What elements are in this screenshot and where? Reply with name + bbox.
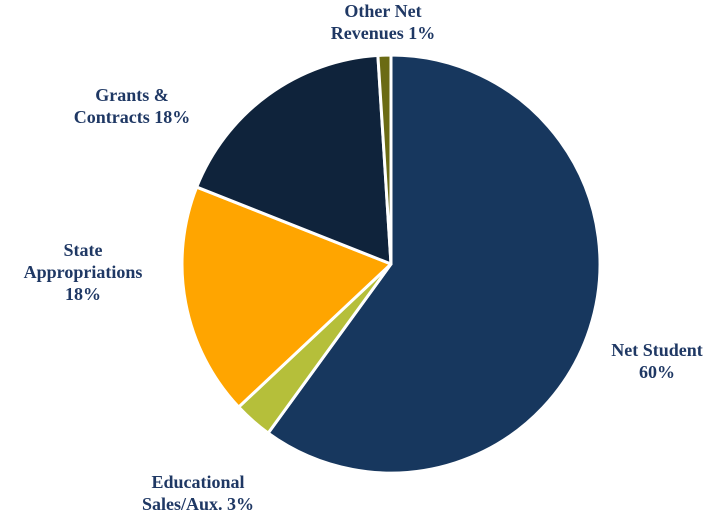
pie-slice-other-net-revenues: [376, 53, 393, 266]
label-educational-sales-line1: Educational: [151, 472, 245, 492]
label-state-appropriations-line1: State: [63, 240, 103, 260]
pie-slices: [180, 53, 602, 475]
label-other-net-revenues: Other Net Revenues 1%: [298, 0, 468, 44]
label-educational-sales-line2: Sales/Aux. 3%: [141, 494, 255, 514]
pie-slice-net-student: [266, 53, 602, 475]
label-net-student-line1: Net Student: [611, 340, 703, 360]
label-other-net-revenues-line2: Revenues 1%: [330, 23, 436, 43]
label-state-appropriations: State Appropriations 18%: [4, 239, 162, 305]
label-net-student: Net Student 60%: [600, 339, 714, 383]
label-educational-sales: Educational Sales/Aux. 3%: [118, 471, 278, 515]
pie-slice-state-appropriations: [180, 185, 393, 409]
label-grants-contracts: Grants & Contracts 18%: [60, 84, 204, 128]
label-state-appropriations-line3: 18%: [65, 284, 101, 304]
pie-slice-grants-contracts: [195, 53, 393, 266]
label-net-student-line2: 60%: [639, 362, 675, 382]
label-grants-contracts-line1: Grants &: [95, 85, 169, 105]
label-other-net-revenues-line1: Other Net: [344, 1, 422, 21]
label-state-appropriations-line2: Appropriations: [23, 262, 143, 282]
label-grants-contracts-line2: Contracts 18%: [73, 107, 191, 127]
